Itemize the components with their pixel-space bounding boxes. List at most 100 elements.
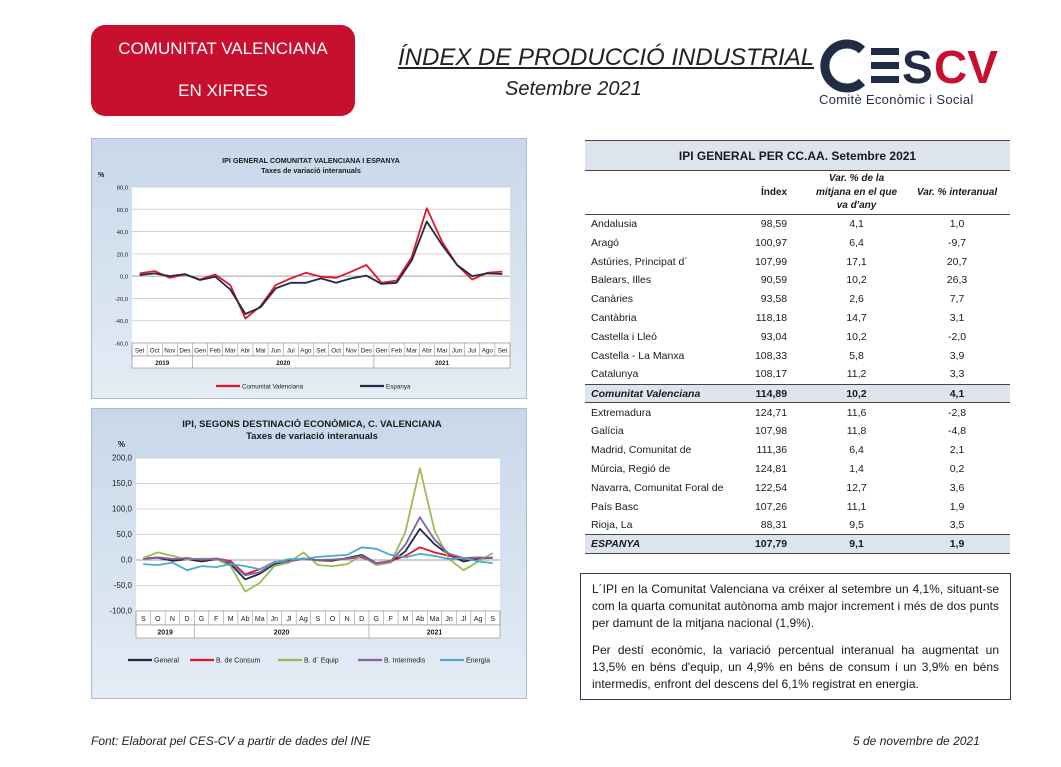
x-tick-label: Mar [406,348,417,355]
row-region: País Basc [591,500,639,513]
row-annual-var: -2,0 [947,330,967,343]
table-row: Balears, Illes 90,59 10,2 26,3 [585,271,1010,290]
table-row: Madrid, Comunitat de 111,36 6,4 2,1 [585,441,1010,460]
row-region: Extremadura [591,406,652,419]
commentary-box: L´IPI en la Comunitat Valenciana va créi… [580,573,1011,700]
y-tick-label: -40,0 [115,319,128,325]
logo-e-bar-top [871,48,899,55]
row-region: Castella - La Manxa [591,349,685,362]
logo-s-letter: S [902,41,933,93]
y-tick-label: 20,0 [117,252,128,258]
x-tick-label: Des [179,348,190,355]
series-line-b-intermedis [143,516,493,577]
ipi-ccaa-table: IPI GENERAL PER CC.AA. Setembre 2021 Índ… [585,140,1010,568]
x-tick-label: Ab [416,616,425,623]
y-tick-label: -50,0 [114,581,133,590]
row-annual-var: 3,3 [949,368,965,381]
chart-subtitle: Taxes de variació interanuals [261,166,361,175]
year-label: 2019 [155,360,170,367]
table-row: Castella i Lleó 93,04 10,2 -2,0 [585,328,1010,347]
x-tick-label: Ag [474,616,483,623]
footer-date: 5 de novembre de 2021 [853,734,980,748]
row-region: Aragó [591,236,620,249]
table-row: Cantàbria 118,18 14,7 3,1 [585,309,1010,328]
year-label: 2020 [276,360,291,367]
x-tick-label: Nov [164,348,176,355]
legend-label: General [154,658,179,665]
region-badge: COMUNITAT VALENCIANA EN XIFRES [91,25,355,116]
y-tick-label: -60,0 [115,342,128,348]
row-region: ESPANYA [585,534,749,555]
row-index: 122,54 [754,481,788,494]
x-tick-label: Set [135,348,145,355]
row-mean-var: 10,2 [846,330,867,343]
x-tick-label: Ma [430,616,440,623]
row-mean-var: 9,1 [809,534,904,555]
table-row: Andalusia 98,59 4,1 1,0 [585,215,1010,234]
x-tick-label: Jl [461,616,467,623]
x-tick-label: Ago [482,348,494,355]
year-label: 2020 [274,630,290,637]
row-index: 107,99 [754,255,788,268]
page-title: ÍNDEX DE PRODUCCIÓ INDUSTRIAL [398,44,815,71]
y-tick-label: 0,0 [120,275,128,281]
x-tick-label: F [389,616,393,623]
table-row: Astúries, Principat d´ 107,99 17,1 20,7 [585,252,1010,271]
table-row: Aragó 100,97 6,4 -9,7 [585,233,1010,252]
chart-title: IPI, SEGONS DESTINACIÓ ECONÒMICA, C. VAL… [182,418,442,430]
logo-e-bar-bottom [871,76,899,83]
row-region: Navarra, Comunitat Foral de [591,481,724,494]
y-tick-label: 50,0 [116,530,132,539]
table-row: País Basc 107,26 11,1 1,9 [585,497,1010,516]
commentary-paragraph-1: L´IPI en la Comunitat Valenciana va créi… [592,582,999,631]
badge-line-1: COMUNITAT VALENCIANA [118,39,328,58]
row-region: Castella i Lleó [591,330,657,343]
row-index: 88,31 [760,519,788,532]
x-tick-label: Jul [468,348,476,355]
chart-ipi-general: IPI GENERAL COMUNITAT VALENCIANA I ESPAN… [91,138,527,399]
series-line-energia [143,546,493,572]
row-mean-var: 6,4 [849,236,864,249]
table-title: IPI GENERAL PER CC.AA. Setembre 2021 [585,140,1010,171]
row-mean-var: 2,6 [849,293,864,306]
col-header-index: Índex [748,170,810,215]
x-tick-label: Gen [194,348,206,355]
x-tick-label: N [170,616,175,623]
y-axis-unit: % [118,440,125,449]
x-tick-label: O [155,616,161,623]
y-tick-label: 60,0 [117,208,128,214]
row-mean-var: 11,1 [846,500,867,513]
x-tick-label: Abr [422,348,432,355]
x-tick-label: Gen [376,348,388,355]
row-region: Cantàbria [591,312,637,325]
x-tick-label: Feb [391,348,402,355]
row-mean-var: 9,5 [849,519,864,532]
logo-cv-letters: CV [934,41,998,93]
cescv-logo: S CV [820,39,998,93]
x-tick-label: Jul [287,348,295,355]
series-line-espanya [139,220,503,315]
row-annual-var: 26,3 [946,274,968,287]
y-axis-unit: % [98,172,105,179]
row-index: 98,59 [760,218,788,231]
x-tick-label: Jn [445,616,453,623]
x-tick-label: Set [316,348,326,355]
x-tick-label: Jl [286,616,292,623]
y-tick-label: 100,0 [112,505,133,514]
row-index: 107,98 [754,425,788,438]
row-region: Balears, Illes [591,274,652,287]
x-tick-label: G [199,616,204,623]
row-index: 100,97 [754,236,788,249]
y-tick-label: 150,0 [112,479,133,488]
table-title-row: IPI GENERAL PER CC.AA. Setembre 2021 [585,140,1010,171]
x-tick-label: Nov [346,348,358,355]
x-tick-label: M [228,616,234,623]
table-row: Canàries 93,58 2,6 7,7 [585,290,1010,309]
chart-subtitle: Taxes de variació interanuals [246,431,378,442]
table-row: Extremadura 124,71 11,6 -2,8 [585,403,1010,422]
commentary-paragraph-2: Per destí econòmic, la variació percentu… [592,643,999,692]
row-mean-var: 6,4 [849,444,864,457]
x-tick-label: Set [498,348,508,355]
y-tick-label: 200,0 [112,454,133,463]
x-tick-label: O [330,616,336,623]
